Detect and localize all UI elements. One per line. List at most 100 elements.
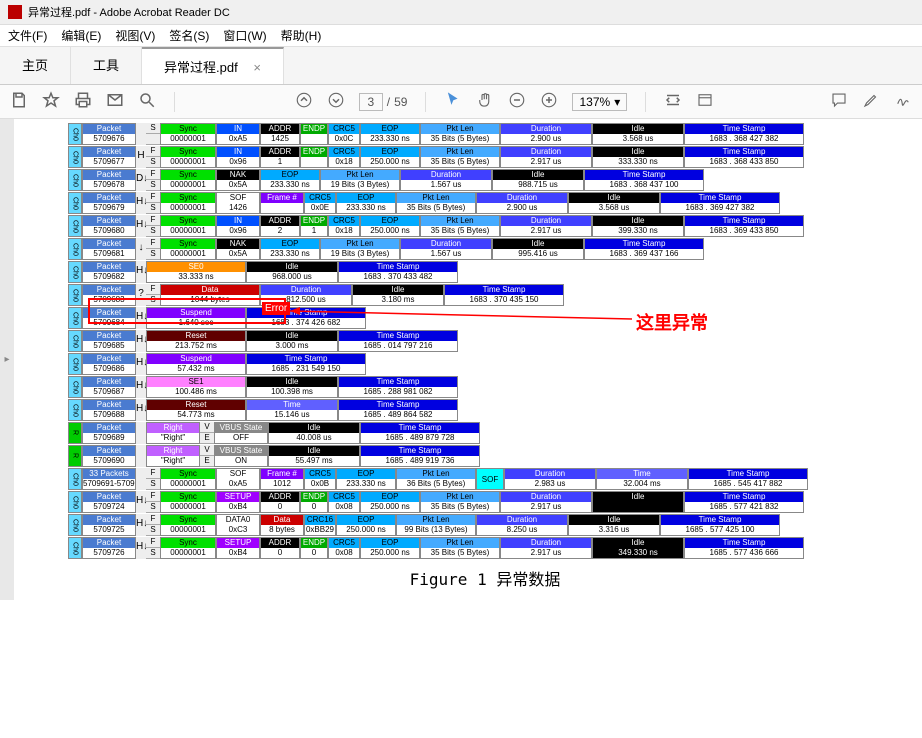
cell-sync: Sync00000001 [160,123,216,145]
cell-dur: Duration2.900 us [500,123,592,145]
cell-crc: CRC50x08 [328,537,360,559]
packet-row: Ch0Packet5709685H↓Reset213.752 msIdle3.0… [68,330,902,352]
cell-plen: Pkt Len35 Bits (5 Bytes) [420,215,500,237]
cell-endp: ENDP [300,123,328,145]
sidebar-handle[interactable]: ▸ [0,119,14,600]
cell-idle: Idle3.316 us [568,514,660,536]
cell-plen: Pkt Len19 Bits (3 Bytes) [320,238,400,260]
cell-plen: Pkt Len36 Bits (5 Bytes) [396,468,476,490]
tab-home[interactable]: 主页 [0,47,71,84]
zoom-out-icon[interactable] [508,91,526,112]
comment-icon[interactable] [830,91,848,112]
cell-suspend: Suspend57.432 ms [146,353,246,375]
cell-idle: Idle349.330 ns [592,537,684,559]
tab-close-icon[interactable]: × [253,60,261,75]
cell-idle: Idle399.330 ns [592,215,684,237]
cell-sync: Sync00000001 [160,514,216,536]
hand-icon[interactable] [476,91,494,112]
print-icon[interactable] [74,91,92,112]
cell-ts: Time Stamp1685 . 489 879 728 [360,422,480,444]
menu-help[interactable]: 帮助(H) [281,27,322,44]
fs-indicator: FS [146,537,160,559]
cell-ts: Time Stamp1685 . 231 549 150 [246,353,366,375]
page-down-icon[interactable] [327,91,345,112]
cell-right: Right"Right" [146,422,200,444]
cell-tok: SOF1426 [216,192,260,214]
direction-arrow: H↓ [136,261,146,283]
menu-edit[interactable]: 编辑(E) [61,27,101,44]
packet-row: Ch0Packet5709688H↓Reset54.773 msTime15.1… [68,399,902,421]
packet-id: Packet5709681 [82,238,136,260]
cell-sync: Sync00000001 [160,215,216,237]
cell-endp: ENDP0 [300,491,328,513]
read-mode-icon[interactable] [696,91,714,112]
cell-dur: Duration2.917 us [500,491,592,513]
menu-sign[interactable]: 签名(S) [169,27,209,44]
menu-file[interactable]: 文件(F) [8,27,47,44]
pointer-icon[interactable] [444,91,462,112]
cell-eop: EOP250.000 ns [360,537,420,559]
fit-width-icon[interactable] [664,91,682,112]
cell-eop: EOP250.000 ns [360,146,420,168]
menubar: 文件(F) 编辑(E) 视图(V) 签名(S) 窗口(W) 帮助(H) [0,25,922,47]
cell-endp: ENDP0 [300,537,328,559]
cell-eop: EOP250.000 ns [336,514,396,536]
cell-sync: Sync00000001 [160,537,216,559]
packet-id: Packet5709678 [82,169,136,191]
direction-arrow: H↓ [136,376,146,398]
channel-indicator: Ch0 [68,284,82,306]
cell-idle: Idle [592,491,684,513]
cell-ts: Time Stamp1685 . 489 864 582 [338,399,458,421]
cell-dur: Duration8.250 us [476,514,568,536]
cell-idle: Idle333.330 ns [592,146,684,168]
cell-plen: Pkt Len35 Bits (5 Bytes) [420,491,500,513]
cell-frame: Frame # [260,192,304,214]
direction-arrow: D↓ [136,169,146,191]
cell-crc: CRC50x0C [328,123,360,145]
mail-icon[interactable] [106,91,124,112]
direction-arrow: ? [136,284,146,306]
figure-caption: Figure 1 异常数据 [68,560,902,596]
star-icon[interactable] [42,91,60,112]
channel-indicator: Ch0 [68,192,82,214]
search-icon[interactable] [138,91,156,112]
sign-icon[interactable] [894,91,912,112]
cell-vbus: VBUS StateON [214,445,268,467]
packet-id: Packet5709683 [82,284,136,306]
cell-reset: Reset54.773 ms [146,399,246,421]
tab-tools[interactable]: 工具 [71,47,142,84]
page-number-input[interactable]: 3 [359,93,383,111]
packet-id: Packet5709680 [82,215,136,237]
zoom-select[interactable]: 137%▾ [572,93,627,111]
packet-row: Ch0Packet5709686H↓Suspend57.432 msTime S… [68,353,902,375]
menu-view[interactable]: 视图(V) [115,27,155,44]
packet-id: Packet5709724 [82,491,136,513]
zoom-in-icon[interactable] [540,91,558,112]
packet-row: Ch0Packet5709677HFSSync00000001IN0x96ADD… [68,146,902,168]
direction-arrow: H↓ [136,491,146,513]
highlight-icon[interactable] [862,91,880,112]
packet-id: 33 Packets5709691-5709723 [82,468,136,490]
cell-idle: Idle3.568 us [592,123,684,145]
cell-idle: Idle988.715 us [492,169,584,191]
cell-ts: Time Stamp1683 . 369 437 166 [584,238,704,260]
cell-tok: SOF0xA5 [216,468,260,490]
packet-id: Packet5709679 [82,192,136,214]
channel-indicator: Ch0 [68,307,82,329]
cell-ts: Time Stamp1685 . 577 425 100 [660,514,780,536]
channel-indicator: Ch0 [68,537,82,559]
cell-eop: EOP233.330 ns [336,192,396,214]
cell-se1: SE1100.486 ms [146,376,246,398]
page-up-icon[interactable] [295,91,313,112]
cell-ts: Time Stamp1685 . 014 797 216 [338,330,458,352]
fs-indicator: FS [146,491,160,513]
cell-idle: Idle968.000 us [246,261,338,283]
menu-window[interactable]: 窗口(W) [223,27,266,44]
direction-arrow: H↓ [136,399,146,421]
cell-idle: Idle40.008 us [268,422,360,444]
packet-id: Packet5709684 [82,307,136,329]
channel-indicator: Ch0 [68,376,82,398]
tab-document[interactable]: 异常过程.pdf × [142,47,284,84]
fs-indicator: FS [146,215,160,237]
save-icon[interactable] [10,91,28,112]
